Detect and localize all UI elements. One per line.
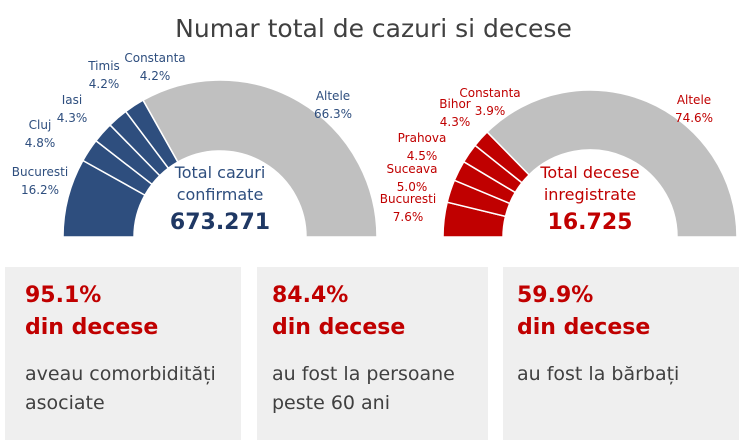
stat-description: au fost la persoane peste 60 ani [272,363,455,414]
stat-headline: din decese [517,315,651,340]
deaths-slice-value-suceava: 5.0% [397,180,428,194]
cases-slice-label-iasi: Iasi [62,93,82,107]
deaths-slice-value-bihor: 4.3% [440,115,471,129]
cases-center-title-line1: Total cazuri [174,163,266,182]
deaths-total-value: 16.725 [547,210,633,235]
cases-slice-label-altele: Altele [316,89,350,103]
cases-slice-altele [142,79,378,238]
chart-title: Numar total de cazuri si decese [175,14,572,43]
cases-slice-value-constanta: 4.2% [140,69,171,83]
deaths-slice-label-altele: Altele [677,93,711,107]
stat-percent: 95.1% [25,283,102,308]
cases-slice-label-cluj: Cluj [29,118,52,132]
stat-headline: din decese [25,315,159,340]
deaths-center-title-line1: Total decese [540,163,640,182]
cases-slice-label-bucuresti: Bucuresti [12,165,68,179]
stat-description: aveau comorbidități asociate [25,363,216,414]
stat-card-men: 59.9% din decese au fost la bărbați [503,267,739,440]
deaths-center-title-line2: inregistrate [543,185,637,204]
deaths-slice-label-prahova: Prahova [398,131,447,145]
cases-slice-label-constanta: Constanta [124,51,185,65]
deaths-slice-label-bucuresti: Bucuresti [380,192,436,206]
stat-headline: din decese [272,315,406,340]
cases-slice-value-cluj: 4.8% [25,136,56,150]
deaths-slice-value-constanta: 3.9% [475,104,506,118]
deaths-slice-value-bucuresti: 7.6% [393,210,424,224]
deaths-center-label: Total decese inregistrate 16.725 [520,162,660,235]
stat-percent: 84.4% [272,283,349,308]
cases-slice-value-altele: 66.3% [314,107,352,121]
cases-slice-label-timis: Timis [87,59,120,73]
stat-description: au fost la bărbați [517,363,680,385]
cases-center-title-line2: confirmate [176,185,264,204]
cases-slice-value-iasi: 4.3% [57,111,88,125]
stat-card-comorbidities: 95.1% din decese aveau comorbidități aso… [5,267,241,440]
cases-center-label: Total cazuri confirmate 673.271 [150,162,290,235]
deaths-slice-label-suceava: Suceava [386,162,437,176]
deaths-slice-label-constanta: Constanta [459,86,520,100]
cases-total-value: 673.271 [169,210,271,235]
cases-slice-value-timis: 4.2% [89,77,120,91]
deaths-slice-altele [486,89,738,238]
deaths-slice-value-altele: 74.6% [675,111,713,125]
stat-percent: 59.9% [517,283,594,308]
deaths-slice-value-prahova: 4.5% [407,149,438,163]
deaths-slice-label-bihor: Bihor [439,97,471,111]
stat-card-age: 84.4% din decese au fost la persoane pes… [257,267,488,440]
cases-slice-value-bucuresti: 16.2% [21,183,59,197]
